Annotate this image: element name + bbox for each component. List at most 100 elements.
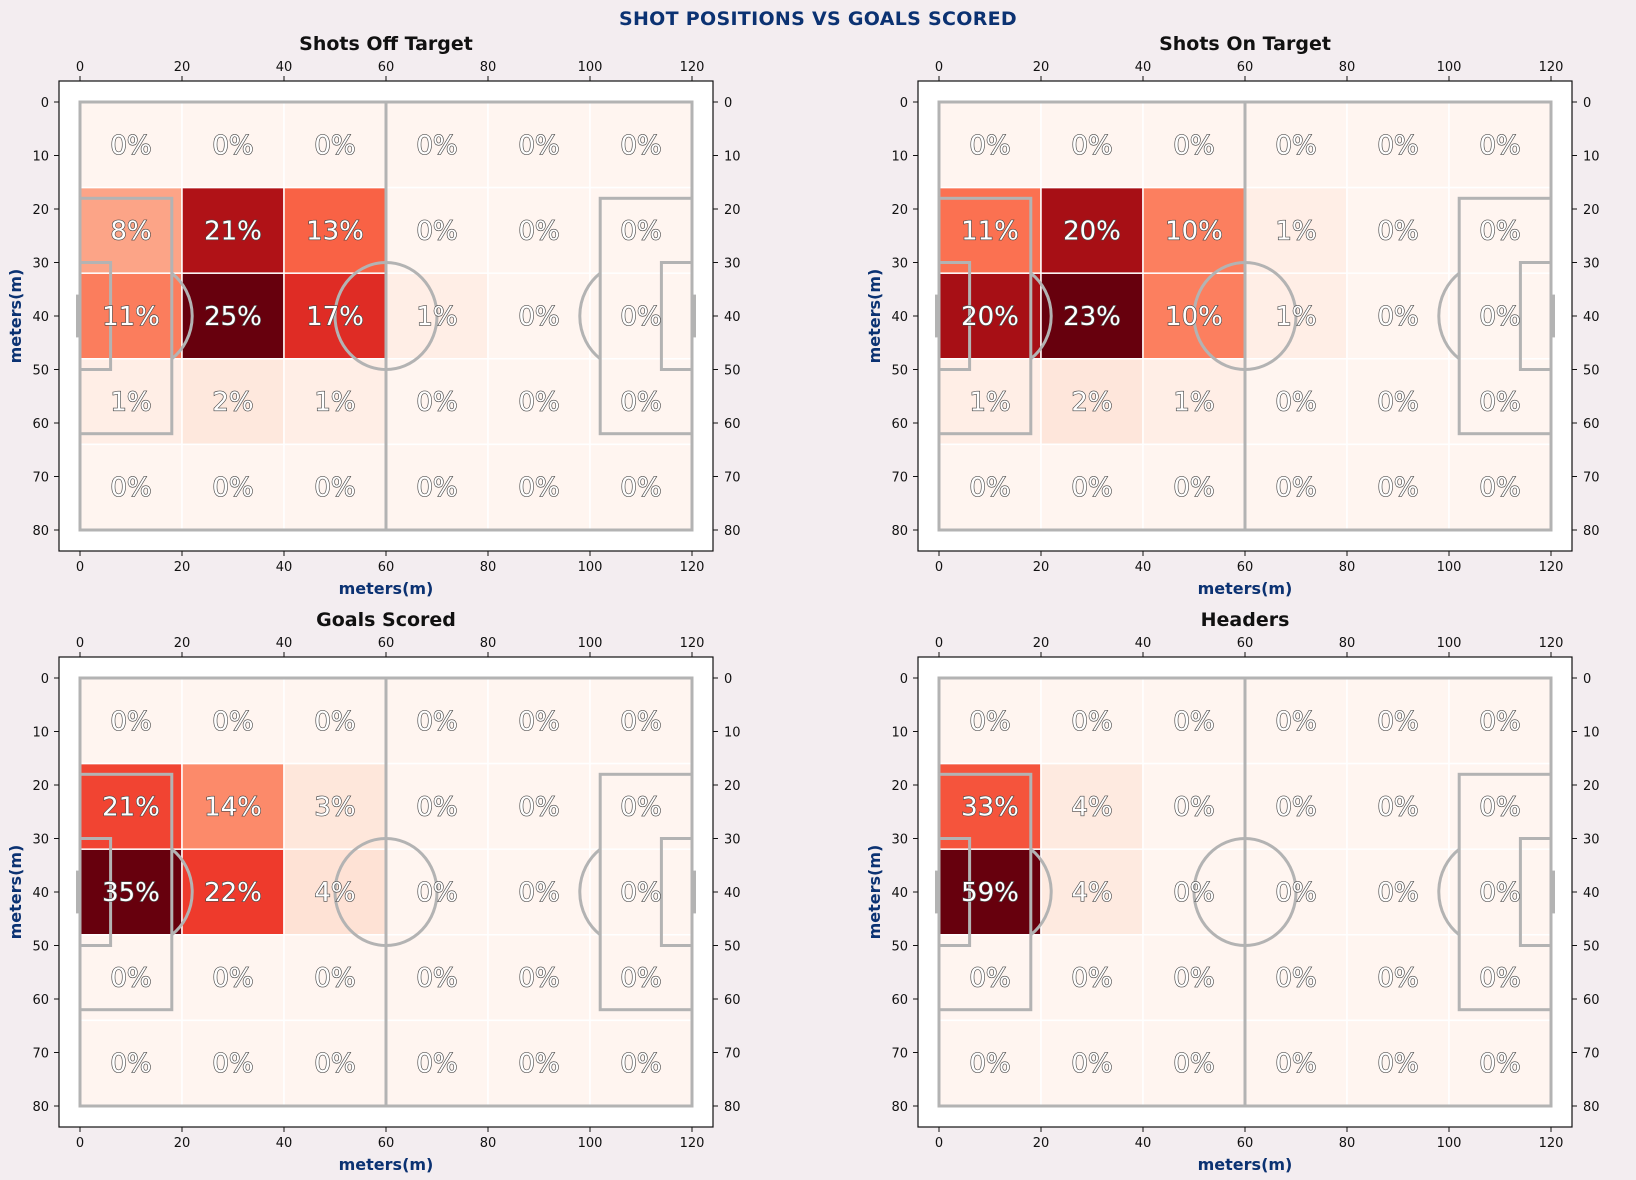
x-tick-label-top: 0 <box>76 636 84 651</box>
centre-circle <box>333 837 439 947</box>
y-tick-label-right: 50 <box>724 364 741 379</box>
heatmap-cell <box>283 358 387 446</box>
heatmap-cell <box>1142 934 1246 1022</box>
y-tick-label-right: 40 <box>1583 310 1600 325</box>
y-axis-label: meters(m) <box>6 269 25 364</box>
cell-percentage-label: 0% <box>1479 878 1520 908</box>
panel-0: 0% 0% 0% 0% 0% 0% 8% 21% 13% 0% 0% 0% 11% 25% 17% 1% 0% 0… <box>6 33 741 598</box>
heatmap-cell <box>1448 358 1552 446</box>
cell-percentage-label: 3% <box>314 792 355 822</box>
x-tick-label-top: 120 <box>1539 60 1564 75</box>
cell-percentage-label: 0% <box>620 216 661 246</box>
heatmap-cell <box>1244 762 1348 850</box>
y-tick-label-right: 40 <box>724 886 741 901</box>
cell-percentage-label: 2% <box>212 388 253 418</box>
y-tick-label-left: 80 <box>32 1100 49 1115</box>
y-tick-label-left: 50 <box>891 364 908 379</box>
heatmap-cell <box>487 1019 591 1107</box>
cell-percentage-label: 22% <box>204 878 262 908</box>
x-tick-label-bottom: 0 <box>76 1136 84 1151</box>
cell-percentage-label: 0% <box>1377 473 1418 503</box>
heatmap-cell <box>589 677 693 765</box>
cell-percentage-label: 0% <box>620 302 661 332</box>
heatmap-cell <box>1244 186 1348 274</box>
y-tick-label-left: 0 <box>41 672 49 687</box>
x-tick-label-top: 20 <box>174 636 191 651</box>
left-goal <box>76 870 80 914</box>
cell-percentage-label: 25% <box>204 302 262 332</box>
x-tick-label-bottom: 100 <box>1437 1136 1462 1151</box>
cell-percentage-label: 0% <box>1173 964 1214 994</box>
cell-percentage-label: 1% <box>110 388 151 418</box>
x-tick-label-top: 100 <box>1437 636 1462 651</box>
cell-percentage-label: 0% <box>1071 131 1112 161</box>
left-goal <box>935 294 939 338</box>
y-tick-label-left: 60 <box>32 993 49 1008</box>
cell-percentage-label: 0% <box>620 792 661 822</box>
x-tick-label-top: 0 <box>935 60 943 75</box>
cell-percentage-label: 21% <box>102 792 160 822</box>
cell-percentage-label: 21% <box>204 216 262 246</box>
x-tick-label-top: 40 <box>276 60 293 75</box>
y-tick-label-left: 0 <box>900 672 908 687</box>
cell-percentage-label: 0% <box>1377 878 1418 908</box>
cell-percentage-label: 23% <box>1063 302 1121 332</box>
y-tick-label-right: 0 <box>1583 672 1591 687</box>
right-penalty-arc <box>1437 272 1461 360</box>
x-tick-label-top: 80 <box>1339 60 1356 75</box>
y-tick-label-left: 30 <box>891 833 908 848</box>
x-axis-label: meters(m) <box>339 1155 434 1174</box>
y-tick-label-right: 40 <box>1583 886 1600 901</box>
y-tick-label-left: 30 <box>32 257 49 272</box>
cell-percentage-label: 0% <box>212 131 253 161</box>
y-tick-label-left: 20 <box>891 779 908 794</box>
heatmap-cell <box>1244 677 1348 765</box>
x-tick-label-bottom: 0 <box>935 1136 943 1151</box>
panels: 0% 0% 0% 0% 0% 0%8% 21% 13% 0% 0% 0%11% 25% 17% 1% 0% 0… <box>6 33 1600 1174</box>
heatmap-cell <box>938 186 1042 274</box>
panel-title: Shots Off Target <box>299 33 473 55</box>
y-tick-label-left: 50 <box>891 940 908 955</box>
panel-1: 0% 0% 0% 0% 0% 0% 11% 20% 10% 1% 0% 0% 20% 23% 10% 1% 0%… <box>865 33 1600 598</box>
cell-percentage-label: 0% <box>1071 964 1112 994</box>
heatmap-cell <box>1448 677 1552 765</box>
cell-percentage-label: 0% <box>1479 707 1520 737</box>
x-tick-label-top: 20 <box>1033 636 1050 651</box>
cell-percentage-label: 0% <box>314 964 355 994</box>
right-goal <box>692 294 696 338</box>
heatmap-cell <box>283 186 387 274</box>
heatmap-cell <box>1346 934 1450 1022</box>
cell-percentage-label: 1% <box>1275 216 1316 246</box>
heatmap-cell <box>1448 101 1552 189</box>
cell-percentage-label: 0% <box>1173 131 1214 161</box>
y-tick-label-right: 80 <box>1583 524 1600 539</box>
cell-percentage-label: 0% <box>1275 792 1316 822</box>
x-tick-label-bottom: 120 <box>1539 560 1564 575</box>
cell-percentage-label: 0% <box>1377 131 1418 161</box>
y-tick-label-left: 30 <box>891 257 908 272</box>
cell-percentage-label: 0% <box>1479 792 1520 822</box>
y-tick-label-right: 40 <box>724 310 741 325</box>
y-tick-label-right: 30 <box>724 257 741 272</box>
heatmap-cell <box>589 272 693 360</box>
x-tick-label-bottom: 80 <box>1339 560 1356 575</box>
heatmap-cell <box>1346 272 1450 360</box>
y-tick-label-left: 60 <box>32 417 49 432</box>
cell-percentage-label: 0% <box>1173 1049 1214 1079</box>
x-tick-label-bottom: 60 <box>1237 1136 1254 1151</box>
cell-percentage-label: 0% <box>416 792 457 822</box>
cell-percentage-label: 11% <box>961 216 1019 246</box>
cell-percentage-label: 0% <box>110 964 151 994</box>
cell-percentage-label: 0% <box>620 473 661 503</box>
y-tick-label-left: 60 <box>891 417 908 432</box>
cell-percentage-label: 0% <box>518 878 559 908</box>
x-tick-label-bottom: 60 <box>378 1136 395 1151</box>
cell-percentage-label: 0% <box>1071 707 1112 737</box>
x-tick-label-top: 60 <box>1237 636 1254 651</box>
cell-percentage-label: 20% <box>1063 216 1121 246</box>
x-tick-label-top: 60 <box>378 60 395 75</box>
y-axis-label: meters(m) <box>865 845 884 940</box>
x-tick-label-bottom: 40 <box>276 1136 293 1151</box>
cell-percentage-label: 0% <box>518 388 559 418</box>
cell-percentage-label: 1% <box>969 388 1010 418</box>
